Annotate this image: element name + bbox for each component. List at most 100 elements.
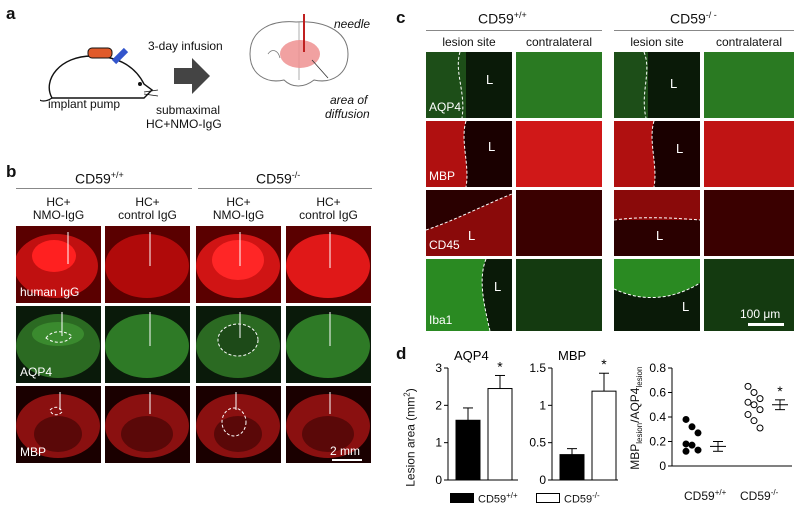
implant-pump-label: implant pump: [48, 97, 121, 111]
c-tile-aqp4-ko-contra: [704, 52, 794, 118]
row-label-aqp4: AQP4: [20, 365, 53, 379]
panel-c-label: c: [396, 8, 406, 27]
brain-section-diagram: [249, 14, 349, 87]
b-col-2-header: HC+ control IgG: [118, 195, 177, 222]
lesion-marker: L: [468, 228, 476, 243]
b-tile-aqp4-wt-nmo: AQP4: [16, 306, 101, 383]
mouse-icon: [40, 47, 159, 102]
chart-title: MBP: [558, 348, 586, 363]
b-tile-humanigg-ko-ctrl: [286, 226, 371, 303]
bar: [591, 390, 617, 481]
b-tile-mbp-ko-nmo: [196, 386, 281, 463]
b-tile-mbp-wt-nmo: MBP: [16, 386, 101, 463]
data-point: [682, 447, 690, 455]
data-point: [682, 440, 690, 448]
data-point: [756, 395, 764, 403]
b-ko-header: CD59-/-: [256, 170, 301, 187]
c-tile-cd45-ko-lesion: L: [614, 190, 700, 256]
data-point: [688, 423, 696, 431]
c-tile-aqp4-wt-lesion: L AQP4: [426, 52, 512, 118]
data-point: [694, 446, 702, 454]
data-point: [756, 406, 764, 414]
b-wt-rule: [16, 188, 192, 189]
c-row-label-iba1: Iba1: [429, 313, 453, 327]
c-tile-mbp-ko-contra: [704, 121, 794, 187]
lesion-marker: L: [676, 141, 684, 156]
c-tile-iba1-ko-lesion: L: [614, 259, 700, 331]
significance-star: *: [777, 383, 783, 399]
y-tick-label: 0.6: [649, 386, 666, 400]
ratio-xlabel-wt: CD59+/+: [684, 488, 727, 503]
y-tick-label: 0.2: [649, 435, 666, 449]
y-tick-label: 1: [539, 398, 546, 412]
c-row-label-cd45: CD45: [429, 238, 460, 252]
legend-swatch-wt: [450, 493, 474, 503]
c-scalebar-label: 100 μm: [740, 307, 781, 321]
d-legend: CD59+/+ CD59-/-: [440, 490, 640, 510]
y-tick-label: 1.5: [529, 361, 546, 375]
ratio-xlabel-ko: CD59-/-: [740, 488, 779, 503]
y-tick-label: 0: [659, 459, 666, 472]
b-col-4-header: HC+ control IgG: [299, 195, 358, 222]
data-point: [688, 441, 696, 449]
b-tile-aqp4-wt-ctrl: [105, 306, 190, 383]
aqp4-bar-chart: 0 1 2 3 * AQP4: [435, 348, 518, 487]
data-point: [750, 401, 758, 409]
d-ylabel-ratio: MBPlesion/AQP4lesion: [627, 366, 645, 470]
c-col-1-header: lesion site: [442, 35, 496, 49]
y-tick-label: 3: [435, 361, 442, 375]
c-tile-mbp-wt-lesion: L MBP: [426, 121, 512, 187]
c-wt-header: CD59+/+: [478, 10, 527, 27]
bar: [487, 388, 513, 481]
data-point: [694, 429, 702, 437]
lesion-marker: L: [494, 279, 502, 294]
submaximal-label: submaximal: [156, 103, 221, 117]
infusion-label: 3-day infusion: [148, 39, 223, 53]
lesion-marker: L: [682, 299, 690, 314]
y-tick-label: 0.4: [649, 410, 666, 424]
panel-d-label: d: [396, 344, 407, 363]
diffusion-label: diffusion: [325, 107, 370, 121]
lesion-marker: L: [488, 139, 496, 154]
b-col-1-header: HC+ NMO-IgG: [32, 195, 85, 222]
hc-nmo-label: HC+NMO-IgG: [146, 117, 222, 131]
data-point: [744, 411, 752, 419]
b-ko-rule: [198, 188, 372, 189]
significance-star: *: [601, 356, 607, 372]
b-wt-header: CD59+/+: [75, 170, 124, 187]
legend-swatch-ko: [536, 493, 560, 503]
b-tile-humanigg-wt-nmo: human IgG: [16, 226, 101, 303]
c-wt-rule: [426, 30, 602, 31]
bar: [559, 454, 585, 481]
b-tile-aqp4-ko-nmo: [196, 306, 281, 383]
c-tile-mbp-wt-contra: [516, 121, 602, 187]
c-scalebar: [748, 323, 784, 326]
b-tile-humanigg-ko-nmo: [196, 226, 281, 303]
y-tick-label: 2: [435, 398, 442, 412]
y-tick-label: 1: [435, 436, 442, 450]
row-label-mbp: MBP: [20, 445, 47, 459]
c-tile-cd45-wt-contra: [516, 190, 602, 256]
significance-star: *: [497, 358, 503, 374]
c-ko-header: CD59-/ -: [670, 10, 717, 27]
y-tick-label: 0: [539, 473, 546, 487]
c-tile-iba1-wt-contra: [516, 259, 602, 331]
b-tile-mbp-wt-ctrl: [105, 386, 190, 463]
legend-label-wt: CD59+/+: [478, 491, 518, 506]
data-point: [744, 382, 752, 390]
data-point: [750, 417, 758, 425]
chart-title: AQP4: [454, 348, 489, 363]
legend-label-ko: CD59-/-: [564, 491, 600, 506]
c-tile-aqp4-ko-lesion: L: [614, 52, 700, 118]
panel-b-label: b: [6, 162, 17, 181]
c-tile-cd45-ko-contra: [704, 190, 794, 256]
b-tile-mbp-ko-ctrl: 2 mm: [286, 386, 371, 463]
c-tile-mbp-ko-lesion: L: [614, 121, 700, 187]
lesion-marker: L: [486, 72, 494, 87]
mbp-bar-chart: 0 0.5 1 1.5 * MBP: [529, 348, 618, 487]
arrow-right-icon: [174, 58, 210, 94]
c-tile-cd45-wt-lesion: L CD45: [426, 190, 512, 256]
bar: [455, 419, 481, 481]
lesion-marker: L: [670, 76, 678, 91]
d-ylabel-lesion-area: Lesion area (mm2): [402, 388, 418, 487]
